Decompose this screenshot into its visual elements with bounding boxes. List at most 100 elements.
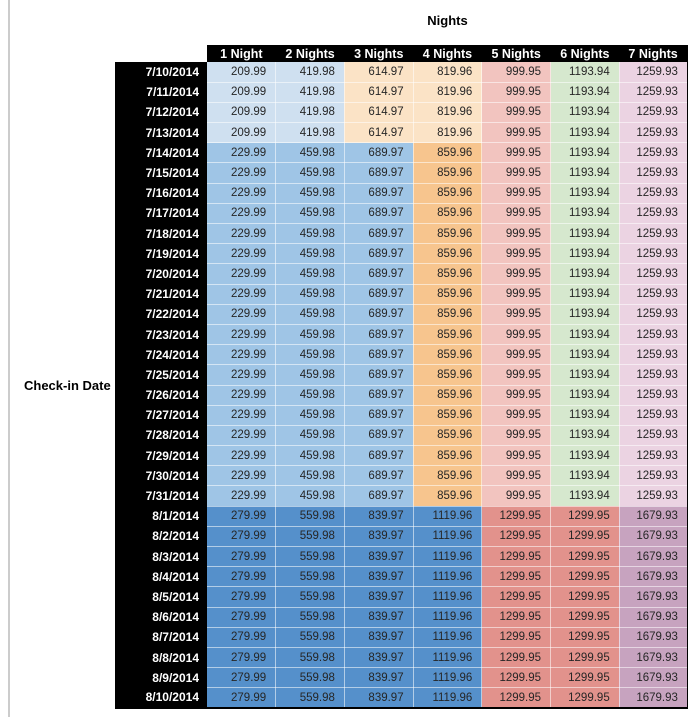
price-cell[interactable]: 1119.96 (413, 566, 483, 588)
column-header-7-nights[interactable]: 7 Nights (619, 45, 688, 62)
price-cell[interactable]: 1259.93 (619, 465, 688, 487)
column-header-1-nights[interactable]: 1 Night (207, 45, 276, 62)
price-cell[interactable]: 689.97 (344, 425, 414, 447)
price-cell[interactable]: 459.98 (275, 203, 345, 225)
price-cell[interactable]: 1193.94 (550, 142, 620, 164)
price-cell[interactable]: 839.97 (344, 546, 414, 568)
price-cell[interactable]: 689.97 (344, 304, 414, 325)
price-cell[interactable]: 1193.94 (550, 102, 620, 124)
price-cell[interactable]: 279.99 (207, 627, 277, 648)
price-cell[interactable]: 859.96 (413, 243, 483, 265)
price-cell[interactable]: 1259.93 (619, 203, 688, 225)
price-cell[interactable]: 279.99 (207, 506, 277, 527)
column-header-2-nights[interactable]: 2 Nights (275, 45, 345, 62)
price-cell[interactable]: 859.96 (413, 485, 483, 507)
price-cell[interactable]: 229.99 (207, 405, 277, 426)
price-cell[interactable]: 614.97 (344, 102, 414, 124)
price-cell[interactable]: 999.95 (481, 304, 552, 325)
price-cell[interactable]: 999.95 (481, 344, 552, 366)
price-cell[interactable]: 1193.94 (550, 284, 620, 305)
price-cell[interactable]: 419.98 (275, 62, 345, 83)
price-cell[interactable]: 999.95 (481, 102, 552, 124)
price-cell[interactable]: 419.98 (275, 122, 345, 144)
price-cell[interactable]: 999.95 (481, 324, 552, 346)
price-cell[interactable]: 1193.94 (550, 62, 620, 83)
row-header-date[interactable]: 7/20/2014 (115, 263, 207, 285)
row-header-date[interactable]: 7/13/2014 (115, 122, 207, 143)
row-header-date[interactable]: 7/15/2014 (115, 162, 207, 184)
price-cell[interactable]: 999.95 (481, 162, 552, 184)
price-cell[interactable]: 614.97 (344, 122, 414, 144)
price-cell[interactable]: 559.98 (275, 687, 345, 709)
price-cell[interactable]: 229.99 (207, 465, 277, 487)
price-cell[interactable]: 1193.94 (550, 364, 620, 386)
price-cell[interactable]: 1193.94 (550, 183, 620, 204)
price-cell[interactable]: 689.97 (344, 364, 414, 386)
price-cell[interactable]: 1259.93 (619, 405, 688, 426)
row-header-date[interactable]: 7/19/2014 (115, 243, 207, 264)
price-cell[interactable]: 819.96 (413, 82, 483, 103)
price-cell[interactable]: 1193.94 (550, 344, 620, 366)
price-cell[interactable]: 279.99 (207, 526, 277, 548)
price-cell[interactable]: 1679.93 (619, 667, 688, 689)
price-cell[interactable]: 999.95 (481, 82, 552, 103)
price-cell[interactable]: 229.99 (207, 203, 277, 225)
price-cell[interactable]: 1119.96 (413, 627, 483, 648)
price-cell[interactable]: 839.97 (344, 506, 414, 527)
price-cell[interactable]: 1299.95 (481, 506, 552, 527)
row-header-date[interactable]: 8/3/2014 (115, 546, 207, 567)
price-cell[interactable]: 229.99 (207, 425, 277, 447)
price-cell[interactable]: 1119.96 (413, 667, 483, 689)
price-cell[interactable]: 689.97 (344, 284, 414, 305)
price-cell[interactable]: 1119.96 (413, 647, 483, 669)
price-cell[interactable]: 229.99 (207, 445, 277, 467)
price-cell[interactable]: 1259.93 (619, 425, 688, 447)
price-cell[interactable]: 559.98 (275, 506, 345, 527)
price-cell[interactable]: 1259.93 (619, 304, 688, 325)
price-cell[interactable]: 459.98 (275, 445, 345, 467)
price-cell[interactable]: 999.95 (481, 223, 552, 245)
price-cell[interactable]: 1259.93 (619, 82, 688, 103)
price-cell[interactable]: 1259.93 (619, 183, 688, 204)
price-cell[interactable]: 1193.94 (550, 425, 620, 447)
price-cell[interactable]: 689.97 (344, 445, 414, 467)
price-cell[interactable]: 559.98 (275, 526, 345, 548)
column-header-3-nights[interactable]: 3 Nights (344, 45, 414, 62)
row-header-date[interactable]: 7/31/2014 (115, 485, 207, 507)
price-cell[interactable]: 209.99 (207, 122, 277, 144)
row-header-date[interactable]: 8/7/2014 (115, 627, 207, 648)
price-cell[interactable]: 999.95 (481, 445, 552, 467)
price-cell[interactable]: 1193.94 (550, 82, 620, 103)
row-header-date[interactable]: 8/5/2014 (115, 586, 207, 608)
price-cell[interactable]: 1299.95 (481, 586, 552, 608)
price-cell[interactable]: 229.99 (207, 243, 277, 265)
row-header-date[interactable]: 7/26/2014 (115, 385, 207, 406)
row-header-date[interactable]: 7/28/2014 (115, 425, 207, 446)
price-cell[interactable]: 229.99 (207, 344, 277, 366)
price-cell[interactable]: 839.97 (344, 607, 414, 628)
price-cell[interactable]: 1119.96 (413, 607, 483, 628)
price-cell[interactable]: 1193.94 (550, 385, 620, 406)
price-cell[interactable]: 1259.93 (619, 284, 688, 305)
price-cell[interactable]: 1259.93 (619, 324, 688, 346)
row-header-date[interactable]: 7/14/2014 (115, 142, 207, 163)
price-cell[interactable]: 859.96 (413, 385, 483, 406)
price-cell[interactable]: 1679.93 (619, 506, 688, 527)
price-cell[interactable]: 279.99 (207, 586, 277, 608)
row-header-date[interactable]: 7/21/2014 (115, 284, 207, 305)
price-cell[interactable]: 229.99 (207, 142, 277, 164)
row-header-date[interactable]: 7/17/2014 (115, 203, 207, 224)
price-cell[interactable]: 1299.95 (481, 687, 552, 709)
price-cell[interactable]: 1259.93 (619, 122, 688, 144)
price-cell[interactable]: 459.98 (275, 142, 345, 164)
price-cell[interactable]: 1299.95 (481, 526, 552, 548)
price-cell[interactable]: 1299.95 (550, 566, 620, 588)
price-cell[interactable]: 459.98 (275, 344, 345, 366)
price-cell[interactable]: 1193.94 (550, 162, 620, 184)
price-cell[interactable]: 229.99 (207, 385, 277, 406)
row-header-date[interactable]: 7/22/2014 (115, 304, 207, 325)
price-cell[interactable]: 1679.93 (619, 627, 688, 648)
price-cell[interactable]: 1299.95 (481, 627, 552, 648)
price-cell[interactable]: 1679.93 (619, 566, 688, 588)
price-cell[interactable]: 229.99 (207, 485, 277, 507)
